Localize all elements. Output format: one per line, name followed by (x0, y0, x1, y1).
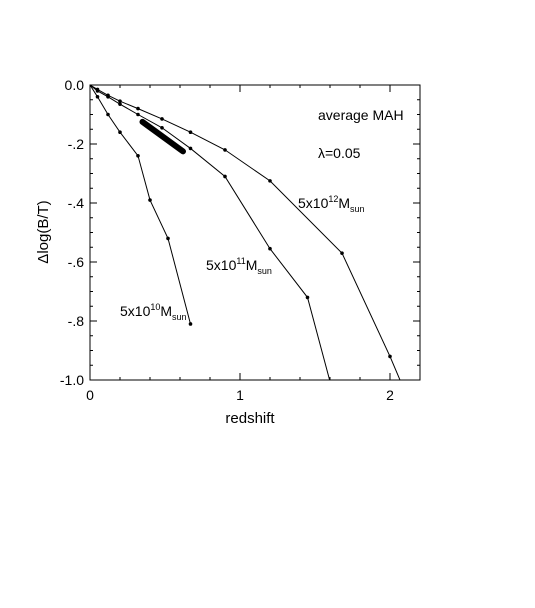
series-point (223, 174, 227, 179)
series-point (268, 246, 272, 251)
y-tick-label: -.8 (68, 313, 85, 329)
series-point (95, 89, 100, 93)
series-point (188, 130, 193, 134)
x-tick-label: 0 (86, 387, 94, 403)
series-point (136, 112, 140, 117)
x-tick-label: 2 (386, 387, 394, 403)
x-axis-label: redshift (225, 410, 275, 427)
x-tick-label: 1 (236, 387, 244, 403)
series-point (106, 95, 110, 99)
annotation-average-mah: average MAH (318, 107, 404, 123)
series-point (305, 295, 310, 300)
series-point (268, 179, 272, 183)
series-point (106, 112, 110, 117)
series-point (188, 146, 193, 151)
series-point (148, 198, 152, 202)
series-point (90, 85, 92, 87)
plot-frame (89, 84, 421, 381)
series-point (160, 125, 164, 130)
series-point (388, 354, 392, 359)
series-label-10: 5x1010Msun (120, 302, 187, 322)
series-point (118, 99, 122, 104)
axis-ticks: 0.0 -.2 -.4 -.6 -.8 -1.00 1 2 (60, 77, 421, 403)
series-layer (90, 85, 401, 380)
annotation-lambda: λ=0.05 (318, 145, 361, 161)
y-tick-label: -1.0 (60, 372, 84, 388)
series-label-12: 5x1012Msun (298, 194, 365, 214)
y-tick-label: -.2 (68, 136, 85, 152)
series-point (118, 102, 122, 106)
series-point (118, 130, 122, 134)
series-point (95, 95, 100, 99)
series-point (188, 322, 193, 326)
series-point (160, 117, 164, 121)
series-label-11: 5x1011Msun (206, 256, 272, 276)
series-point (136, 154, 140, 158)
y-tick-label: 0.0 (65, 77, 85, 93)
series-point (340, 251, 344, 255)
y-axis-label: Δlog(B/T) (35, 200, 52, 263)
band-layer (139, 118, 186, 155)
series-point (166, 236, 170, 241)
series-line (90, 85, 331, 380)
series-point (136, 106, 140, 111)
y-tick-label: -.6 (68, 254, 85, 270)
series-point (223, 148, 227, 152)
y-tick-label: -.4 (68, 195, 85, 211)
series-line (90, 85, 401, 380)
observed-band (139, 118, 186, 155)
series-line (90, 85, 191, 325)
